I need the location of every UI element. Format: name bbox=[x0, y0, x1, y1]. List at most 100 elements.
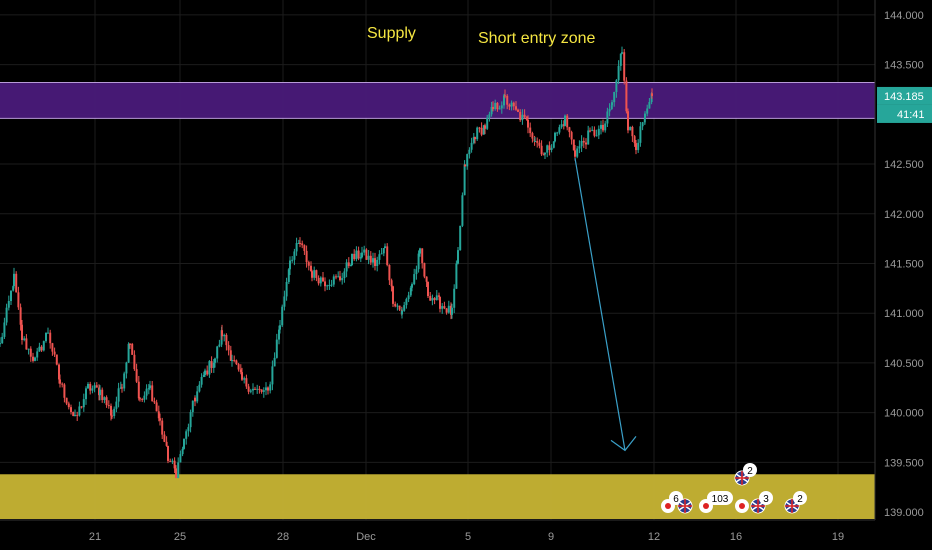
candle-body bbox=[289, 260, 291, 270]
candle-body bbox=[324, 281, 326, 287]
candle-body bbox=[552, 141, 555, 148]
candle-body bbox=[17, 292, 20, 308]
candle-body bbox=[99, 389, 101, 396]
candle-body bbox=[480, 127, 483, 135]
candle-body bbox=[627, 111, 629, 131]
candle-body bbox=[291, 259, 294, 261]
candle-body bbox=[198, 384, 201, 392]
candle-body bbox=[19, 307, 22, 325]
candle-body bbox=[644, 113, 646, 119]
candle-body bbox=[1, 336, 4, 344]
candle-body bbox=[29, 348, 32, 357]
candle-body bbox=[629, 126, 632, 131]
jp-flag-dot bbox=[665, 503, 671, 509]
price-axis[interactable]: 144.000 143.500 142.500 142.000 141.500 141.0… bbox=[874, 0, 932, 550]
candle-body bbox=[210, 361, 213, 368]
candle-body bbox=[431, 298, 434, 301]
candle-body bbox=[139, 398, 141, 400]
candle-body bbox=[390, 280, 393, 287]
candle-body bbox=[155, 402, 158, 412]
event-count: 6 bbox=[673, 494, 679, 505]
time-tick-label: 19 bbox=[832, 531, 844, 543]
candle-body bbox=[194, 397, 196, 402]
candle-body bbox=[157, 411, 160, 419]
candle-body bbox=[305, 250, 308, 263]
candle-body bbox=[542, 154, 545, 156]
candle-body bbox=[271, 366, 274, 385]
candle-body bbox=[225, 334, 228, 346]
candle-body bbox=[457, 250, 459, 264]
candle-body bbox=[45, 332, 47, 342]
event-count: 103 bbox=[712, 494, 729, 505]
candle-body bbox=[233, 360, 236, 362]
candle-body bbox=[49, 332, 52, 344]
candle-body bbox=[3, 322, 6, 337]
grid bbox=[0, 0, 875, 520]
candle-body bbox=[335, 276, 337, 278]
candle-body bbox=[562, 124, 565, 126]
candle-body bbox=[578, 146, 581, 149]
event-count-badge bbox=[707, 491, 733, 505]
candle-body bbox=[260, 389, 263, 392]
candle-body bbox=[285, 281, 288, 297]
candle-body bbox=[648, 101, 651, 109]
candle-body bbox=[53, 351, 56, 355]
countdown-value: 41:41 bbox=[897, 109, 925, 121]
candle-body bbox=[619, 53, 622, 66]
candle-body bbox=[129, 343, 131, 345]
candle-body bbox=[111, 415, 113, 417]
candle-body bbox=[21, 324, 23, 340]
candle-body bbox=[287, 269, 290, 282]
candle-body bbox=[328, 285, 331, 287]
candle-body bbox=[476, 127, 479, 140]
candle-body bbox=[63, 384, 66, 398]
candle-body bbox=[611, 102, 613, 106]
candle-body bbox=[466, 154, 469, 167]
candle-body bbox=[231, 360, 233, 362]
candle-body bbox=[570, 132, 573, 140]
candle-body bbox=[343, 271, 346, 279]
candle-body bbox=[388, 264, 391, 281]
projection-arrow bbox=[574, 157, 637, 452]
candle-body bbox=[490, 106, 493, 115]
candle-body bbox=[602, 124, 604, 131]
candle-body bbox=[223, 334, 226, 337]
candle-body bbox=[51, 343, 54, 352]
candle-body bbox=[639, 126, 642, 143]
price-tick-label: 139.000 bbox=[884, 507, 924, 519]
candle-body bbox=[382, 248, 385, 254]
candle-body bbox=[554, 132, 556, 142]
candle-body bbox=[405, 299, 408, 306]
candle-body bbox=[492, 106, 494, 110]
candle-body bbox=[615, 80, 618, 93]
price-tick-label: 141.500 bbox=[884, 258, 924, 270]
candle-body bbox=[279, 325, 281, 330]
event-count: 3 bbox=[763, 494, 769, 505]
candle-body bbox=[239, 369, 242, 373]
candle-body bbox=[319, 277, 322, 284]
candle-body bbox=[582, 140, 585, 143]
time-tick-label: 9 bbox=[548, 531, 554, 543]
candle-body bbox=[445, 308, 448, 313]
candle-body bbox=[506, 95, 509, 105]
candle-body bbox=[10, 290, 12, 301]
candle-body bbox=[7, 300, 10, 308]
candle-body bbox=[419, 248, 421, 254]
candle-body bbox=[241, 372, 243, 380]
time-axis[interactable]: 21 25 28 Dec 5 9 12 16 19 bbox=[0, 519, 932, 550]
candle-body bbox=[165, 441, 168, 446]
zones bbox=[0, 82, 875, 520]
candle-body bbox=[345, 262, 348, 272]
candle-body bbox=[486, 117, 489, 129]
candle-body bbox=[459, 225, 462, 251]
candle-body bbox=[451, 307, 453, 315]
candle-body bbox=[425, 276, 428, 282]
candle-body bbox=[55, 354, 58, 365]
candle-body bbox=[15, 273, 18, 293]
candle-body bbox=[600, 124, 602, 129]
candle-body bbox=[546, 145, 549, 153]
candle-body bbox=[123, 373, 126, 389]
candle-body bbox=[330, 284, 333, 286]
candle-body bbox=[337, 276, 340, 278]
